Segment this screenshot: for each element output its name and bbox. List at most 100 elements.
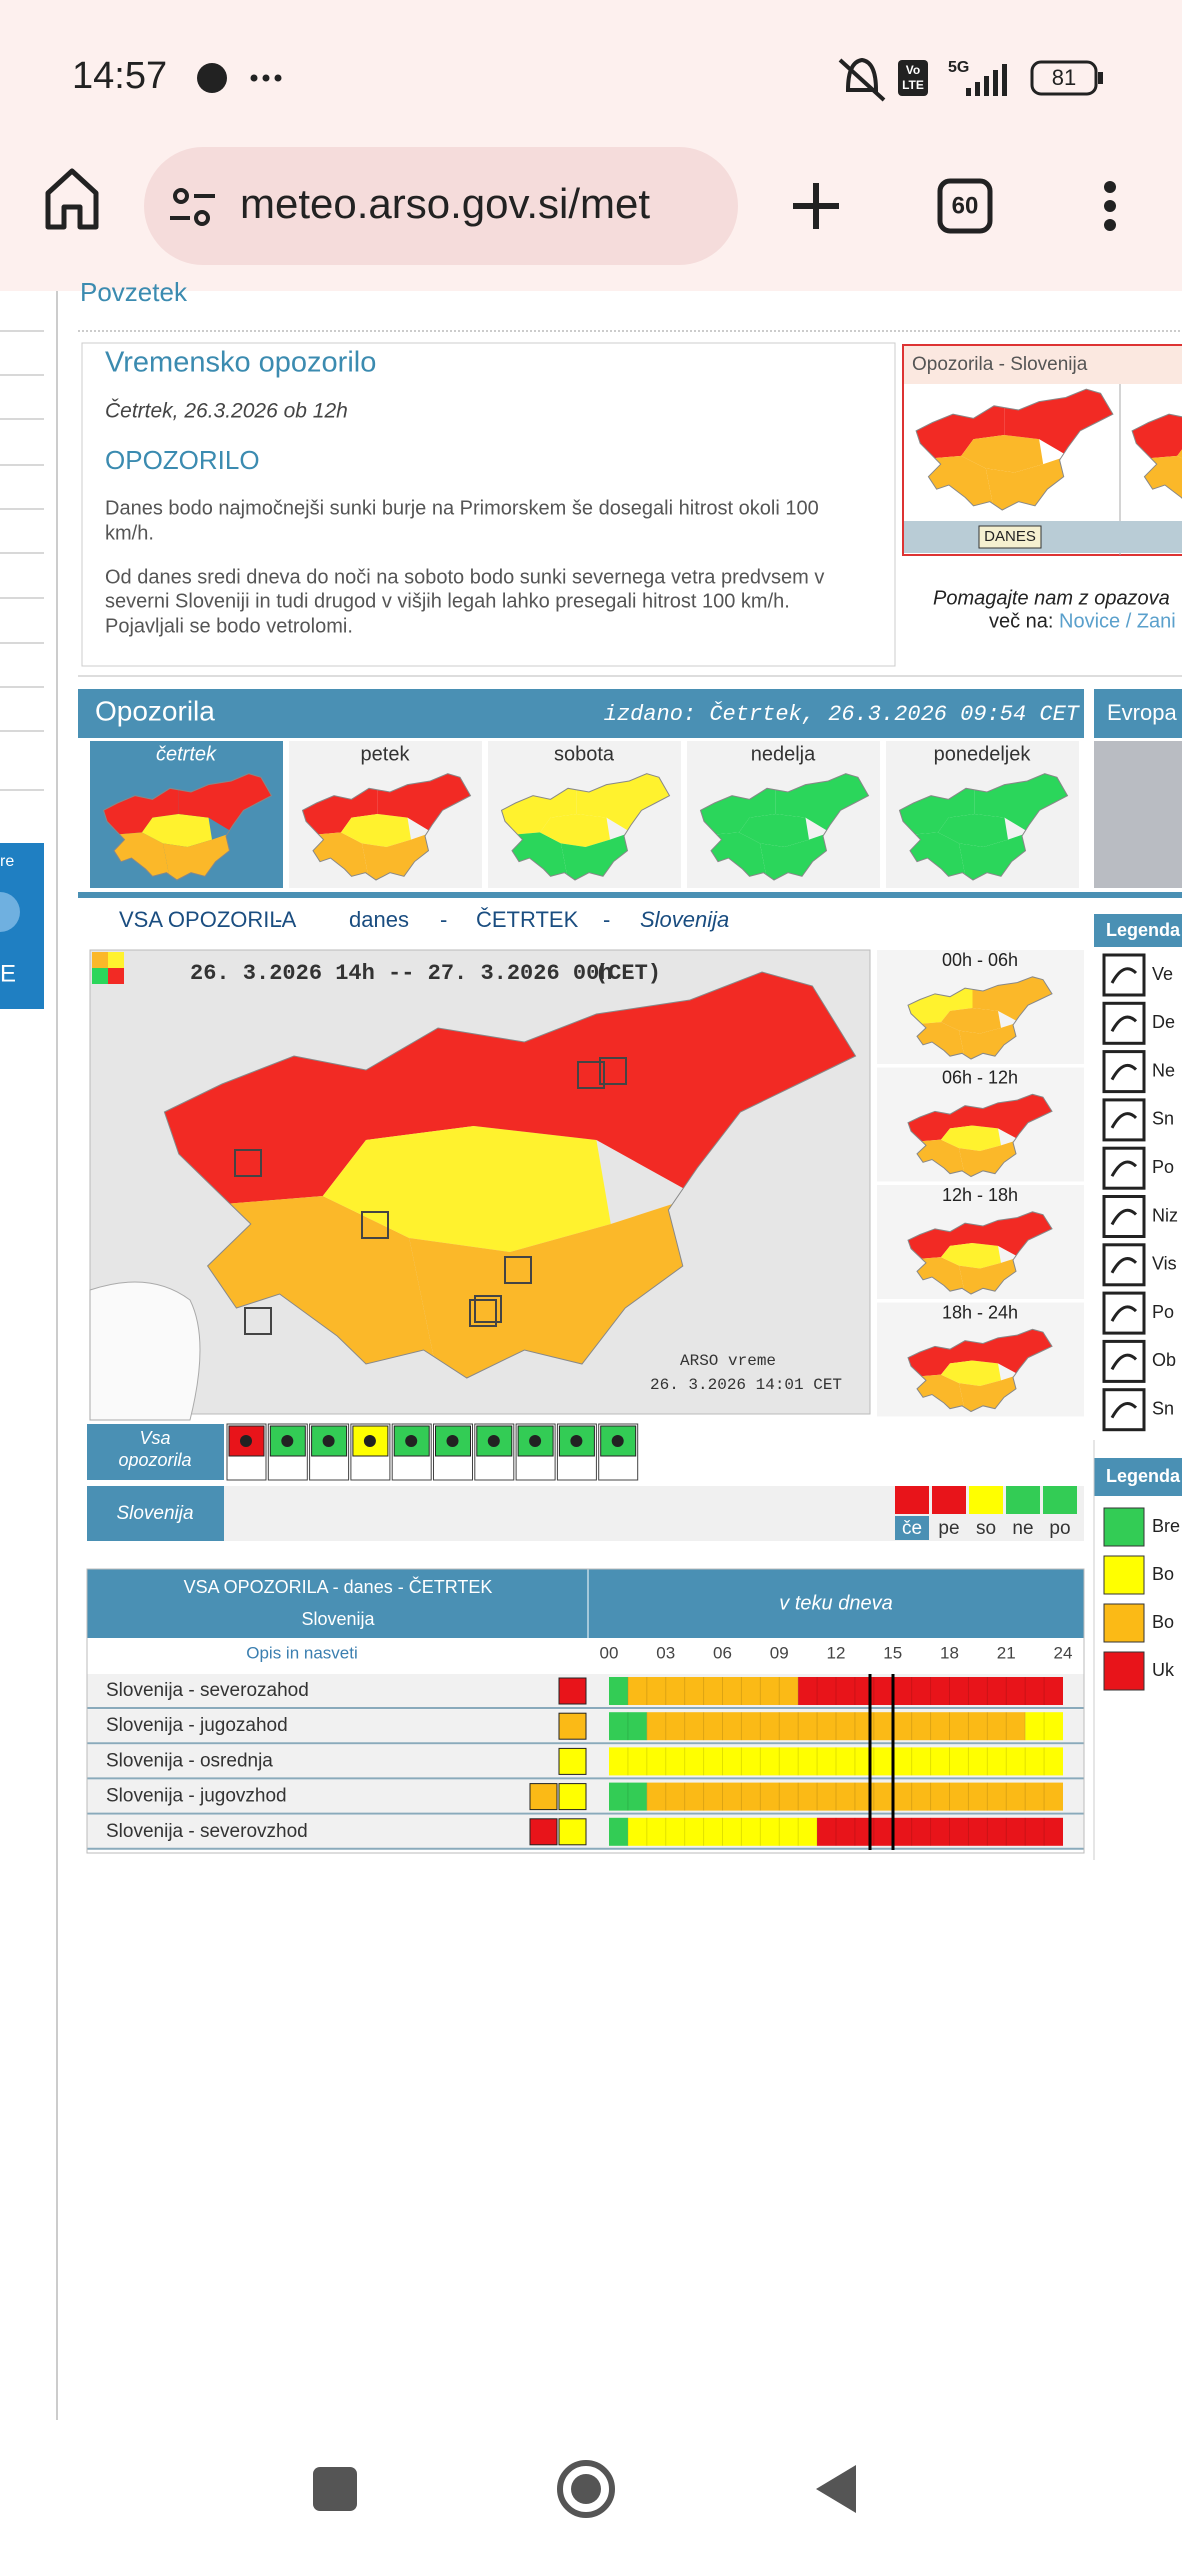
warnings-bar [78,689,1084,738]
tab-count[interactable]: 60 [952,192,979,219]
day-label[interactable]: ponedeljek [934,743,1032,765]
day-label[interactable]: sobota [554,743,615,765]
hour-label: 15 [883,1643,902,1662]
summary-icon-glyph [570,1435,583,1447]
more-prefix: več na: [989,610,1053,632]
legend-icon [1102,1388,1146,1432]
period-label: 12h - 18h [942,1185,1018,1205]
europe-map[interactable] [1094,741,1182,888]
europe-label[interactable]: Evropa [1107,700,1177,725]
volte-label: Vo [906,63,920,77]
side-panel-footer [904,521,1182,553]
home-button[interactable] [45,168,99,230]
warning-icon [474,1295,502,1323]
map-border [908,977,1052,1059]
legend-icon [1102,1195,1146,1238]
warning-icon [361,1211,389,1239]
legend-label: Ne [1152,1060,1175,1080]
map-border [908,1329,1052,1411]
legend-square [108,952,124,968]
hour-label: 03 [656,1643,675,1662]
map-region [938,814,1008,847]
back-button[interactable] [816,2465,856,2513]
day-abbr-highlight [895,1516,929,1540]
summary-icon-glyph [240,1435,252,1447]
legend-square [92,952,108,968]
warning-text: severni Sloveniji in tudi drugod v višji… [105,590,790,612]
region-label[interactable]: Slovenija - severozahod [106,1680,309,1701]
legend-title: Legenda [1106,1466,1181,1486]
summary-icon-glyph [446,1435,459,1447]
europe-bar[interactable] [1094,689,1182,738]
side-panel-header [904,346,1182,384]
region-label[interactable]: Slovenija - jugozahod [106,1715,288,1736]
day-label[interactable]: četrtek [156,743,217,765]
hour-label: 06 [713,1643,732,1662]
legend-glyph [1110,1353,1138,1371]
legend-square [92,968,108,984]
map-region [941,1360,1001,1386]
legend-label: Niz [1152,1205,1178,1225]
region-label[interactable]: Slovenija - jugovzhod [106,1786,287,1807]
legend-title: Legenda [1106,920,1181,940]
region-icon [558,1677,587,1705]
map-region [540,814,610,847]
recents-button[interactable] [313,2467,357,2511]
summary-label: Vsa [139,1428,170,1448]
menu-button[interactable] [1104,181,1116,231]
warning-icon [577,1061,605,1089]
region-label[interactable]: Slovenija - osrednja [106,1750,273,1771]
map-border [164,972,855,1378]
legend-icon [1102,1098,1146,1142]
battery-level: 81 [1052,65,1076,90]
network-type: 5G [948,59,969,76]
home-nav-button[interactable] [557,2460,615,2518]
timeline-segment [627,1677,799,1705]
summary-icon-glyph [322,1435,335,1447]
legend-label: Sn [1152,1109,1174,1129]
day-swatch [1006,1486,1040,1514]
timeline-segment [817,1817,1063,1846]
summary-label-box [87,1486,224,1541]
day-label[interactable]: petek [361,743,411,765]
map-region [142,814,212,847]
url-text[interactable]: meteo.arso.gov.si/met [240,180,650,227]
advice-link[interactable]: Opis in nasveti [246,1643,358,1662]
summary-icon-glyph [405,1435,418,1447]
site-settings-icon[interactable] [170,188,215,226]
day-label[interactable]: nedelja [751,743,816,765]
legend-glyph [1110,1305,1138,1322]
region-label[interactable]: Slovenija - severovzhod [106,1821,308,1842]
day-swatch [1043,1486,1077,1514]
hour-label: 12 [827,1643,846,1662]
all-warnings-heading: - [440,907,447,932]
more-link[interactable]: Novice / Zani [1059,610,1176,632]
map-region [739,814,809,847]
tab-switcher[interactable] [937,178,993,234]
table-title: VSA OPOZORILA - danes - ČETRTEK [184,1576,493,1597]
region-icon [558,1818,587,1846]
summary-icon-fill [476,1425,513,1457]
legend-header [1094,1458,1182,1496]
region-icon [558,1747,587,1775]
sidebar-text: E [0,960,16,987]
day-abbr: ne [1012,1518,1033,1539]
region-icon [558,1712,587,1740]
all-warnings-heading: Slovenija [640,907,729,932]
address-bar[interactable] [144,147,738,265]
legend-icon [1102,1001,1146,1045]
legend-swatch [1103,1651,1145,1691]
more-notifications [250,74,282,82]
map-border [908,1212,1052,1294]
summary-icon-glyph [529,1435,542,1447]
legend-icon [1102,1050,1146,1094]
timeline-segment [609,1677,628,1705]
legend-label: Bo [1152,1612,1174,1632]
summary-region: Slovenija [116,1503,193,1524]
new-tab-button[interactable] [793,183,839,229]
danes-button[interactable] [978,525,1042,549]
danes-label[interactable]: DANES [984,528,1036,545]
legend-icon [1102,1291,1146,1335]
warning-text: Pojavljali se bodo vetrolomi. [105,615,353,637]
